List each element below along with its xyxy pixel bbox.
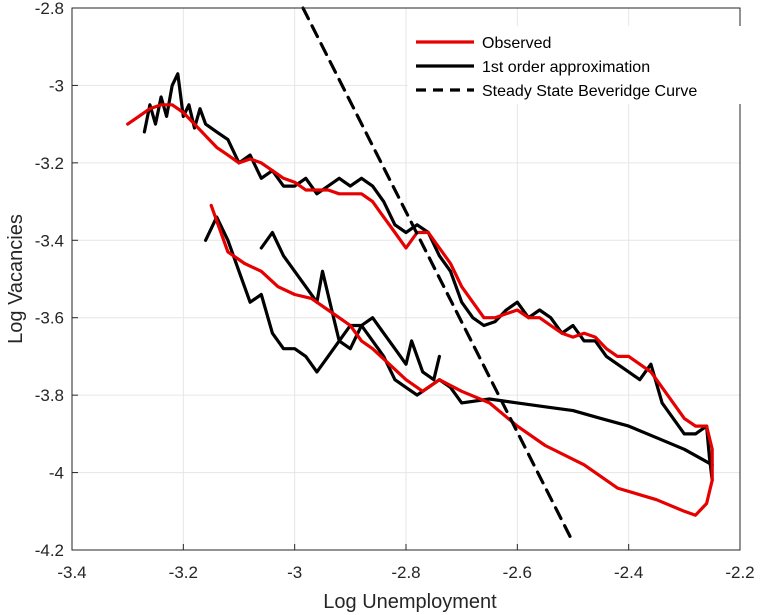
- y-axis-ticks: -4.2 -4 -3.8 -3.6 -3.4 -3.2 -3 -2.8: [35, 0, 78, 560]
- legend-entry-0: Observed: [482, 35, 551, 52]
- x-tick-label: -2.2: [725, 563, 754, 582]
- y-tick-label: -4: [49, 464, 64, 483]
- series-1-line-1: [204, 215, 714, 467]
- x-tick-label: -2.6: [503, 563, 532, 582]
- series-layer: [126, 6, 714, 544]
- series-0-line-0: [126, 103, 714, 517]
- series-1-line-2: [259, 230, 441, 382]
- x-tick-label: -3.2: [169, 563, 198, 582]
- x-axis-label: Log Unemployment: [323, 591, 497, 613]
- y-tick-label: -2.8: [35, 0, 64, 18]
- y-tick-label: -3.6: [35, 309, 64, 328]
- y-tick-label: -3: [49, 76, 64, 95]
- y-tick-label: -3.8: [35, 386, 64, 405]
- y-tick-label: -3.4: [35, 231, 64, 250]
- y-axis-label: Log Vacancies: [5, 214, 27, 344]
- series-2-line-0: [301, 6, 575, 544]
- x-tick-label: -2.8: [391, 563, 420, 582]
- x-tick-label: -3.4: [57, 563, 86, 582]
- y-tick-label: -4.2: [35, 541, 64, 560]
- x-axis-ticks: -3.4 -3.2 -3 -2.8 -2.6 -2.4 -2.2: [57, 544, 755, 582]
- series-1-line-0: [142, 72, 714, 482]
- legend-entry-2: Steady State Beveridge Curve: [482, 83, 697, 100]
- legend-entry-1: 1st order approximation: [482, 59, 650, 76]
- x-tick-label: -2.4: [614, 563, 643, 582]
- y-tick-label: -3.2: [35, 154, 64, 173]
- legend: Observed 1st order approximation Steady St…: [408, 26, 744, 104]
- x-tick-label: -3: [287, 563, 302, 582]
